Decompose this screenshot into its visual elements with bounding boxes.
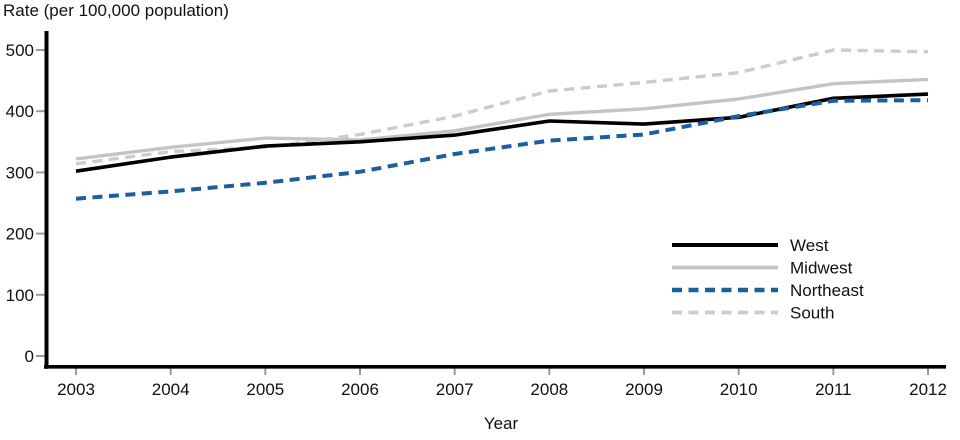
x-tick-label: 2006: [341, 380, 379, 399]
y-tick-label: 200: [6, 225, 34, 244]
x-tick-label: 2007: [436, 380, 474, 399]
legend-label-south: South: [790, 304, 834, 323]
y-tick-label: 400: [6, 102, 34, 121]
x-axis-title: Year: [484, 414, 519, 433]
x-tick-label: 2008: [530, 380, 568, 399]
series-line-northeast: [75, 98, 929, 201]
y-tick-label: 500: [6, 41, 34, 60]
x-tick-label: 2003: [57, 380, 95, 399]
series-line-midwest: [75, 77, 929, 161]
legend-label-northeast: Northeast: [790, 281, 864, 300]
series-line-south: [75, 48, 929, 166]
y-tick-labels: 0 100 200 300 400 500: [6, 41, 34, 366]
y-tick-label: 100: [6, 286, 34, 305]
x-tick-label: 2004: [152, 380, 190, 399]
x-tick-label: 2005: [246, 380, 284, 399]
x-tick-label: 2010: [720, 380, 758, 399]
chart-title: Rate (per 100,000 population): [3, 1, 229, 20]
x-tick-label: 2011: [815, 380, 852, 399]
legend-label-midwest: Midwest: [790, 259, 853, 278]
legend-label-west: West: [790, 236, 829, 255]
axis-ticks: [36, 49, 930, 375]
y-tick-label: 300: [6, 163, 34, 182]
legend: West Midwest Northeast South: [672, 236, 864, 323]
x-tick-label: 2012: [909, 380, 947, 399]
y-tick-label: 0: [25, 347, 34, 366]
x-tick-labels: 2003 2004 2005 2006 2007 2008 2009 2010 2011 2012: [57, 380, 947, 399]
series-lines: [75, 48, 929, 201]
x-tick-label: 2009: [625, 380, 663, 399]
axes: [44, 31, 946, 369]
